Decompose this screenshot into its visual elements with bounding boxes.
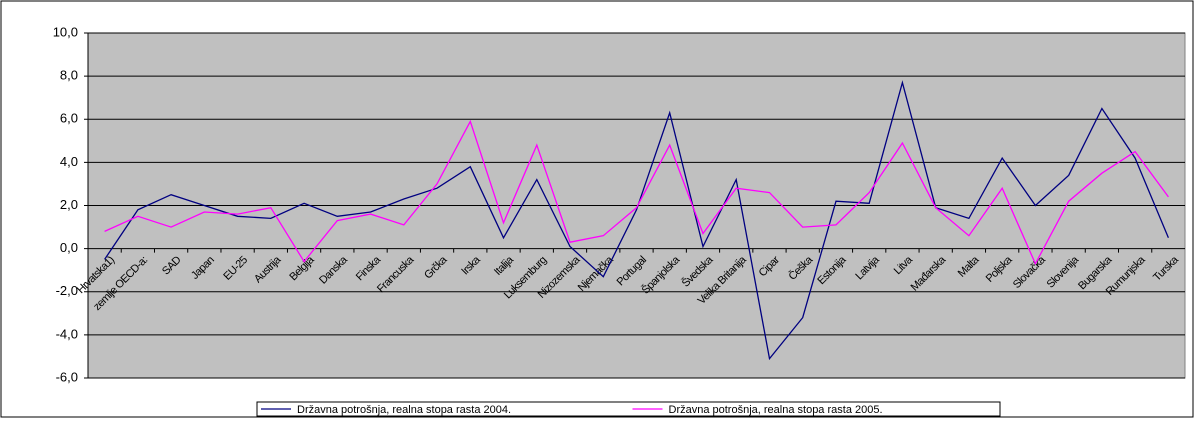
y-tick-label: 0,0: [60, 240, 78, 255]
y-tick-label: 10,0: [53, 24, 78, 39]
series-line: [104, 80, 1169, 361]
legend-box: [256, 401, 1001, 417]
y-tick-label: -6,0: [56, 369, 78, 384]
legend-label: Državna potrošnja, realna stopa rasta 20…: [297, 404, 511, 416]
y-tick-label: -2,0: [56, 283, 78, 298]
y-tick-label: 8,0: [60, 68, 78, 83]
y-tick-label: 2,0: [60, 197, 78, 212]
y-tick-label: 6,0: [60, 111, 78, 126]
series-line: [104, 119, 1169, 266]
y-tick-label: 4,0: [60, 154, 78, 169]
y-tick-label: -4,0: [56, 326, 78, 341]
legend-label: Državna potrošnja, realna stopa rasta 20…: [669, 404, 883, 416]
